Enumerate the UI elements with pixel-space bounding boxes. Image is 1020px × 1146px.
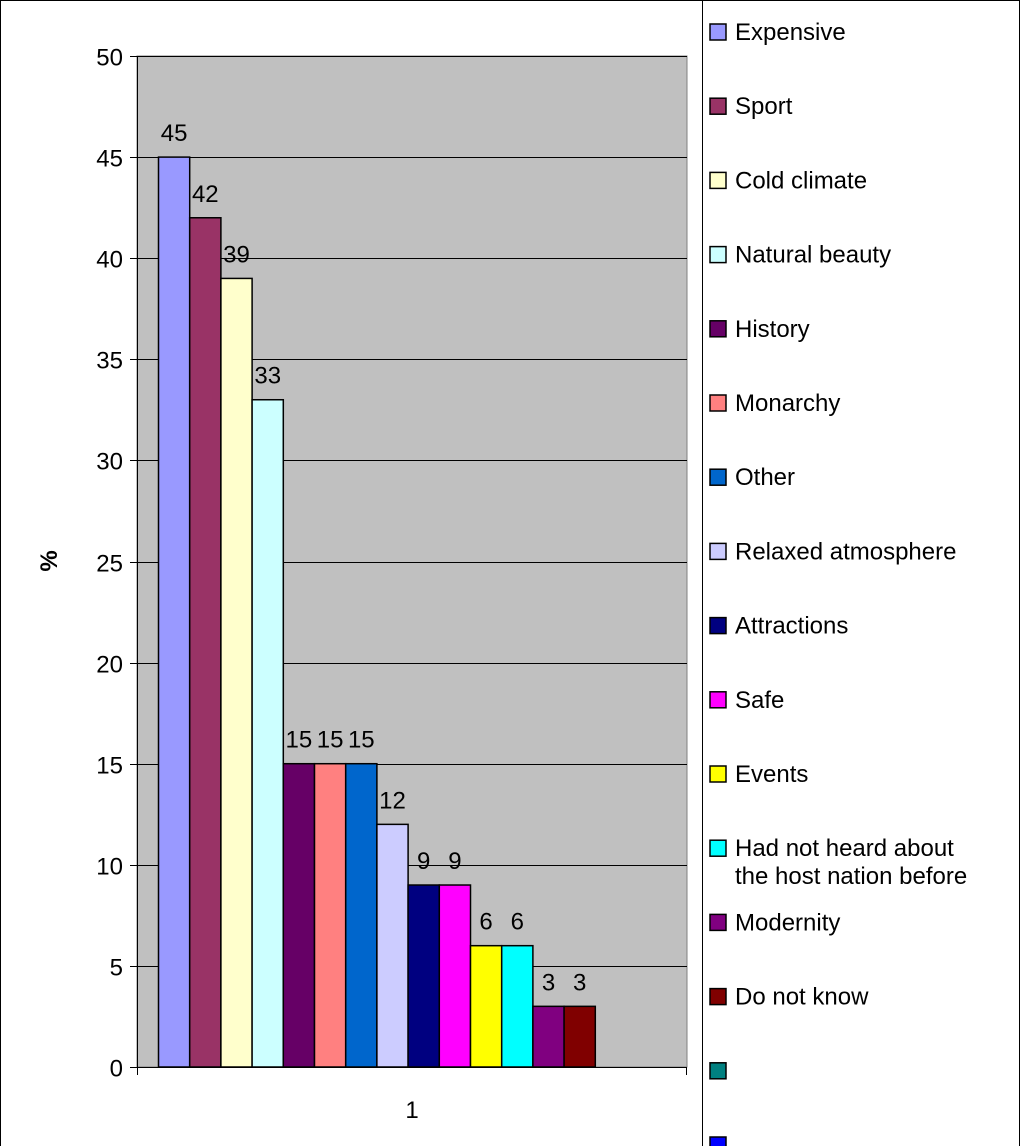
bar xyxy=(438,884,472,1068)
legend-label: Natural beauty xyxy=(735,242,891,269)
y-axis-title: % xyxy=(36,550,63,571)
bar xyxy=(157,156,191,1068)
legend-label: Monarchy xyxy=(735,390,840,417)
bar xyxy=(344,762,378,1068)
legend-label: Relaxed atmosphere xyxy=(735,538,956,565)
y-tick-label: 0 xyxy=(110,1056,123,1083)
bar xyxy=(188,217,222,1068)
legend-swatch xyxy=(709,616,727,635)
bar xyxy=(469,944,503,1068)
bar xyxy=(407,884,441,1068)
legend-swatch xyxy=(709,23,727,41)
bar xyxy=(251,398,285,1068)
data-label: 12 xyxy=(379,787,406,814)
data-label: 9 xyxy=(448,848,461,875)
legend-swatch xyxy=(709,1062,727,1080)
data-label: 3 xyxy=(573,969,586,996)
data-label: 33 xyxy=(254,363,281,390)
data-label: 45 xyxy=(161,120,188,147)
legend-label: Had not heard about the host nation befor… xyxy=(735,835,967,890)
legend-swatch xyxy=(709,987,727,1006)
legend-label: History xyxy=(735,316,810,343)
data-label: 42 xyxy=(192,181,219,208)
data-label: 15 xyxy=(348,727,375,754)
legend-label: Expensive xyxy=(735,19,846,46)
legend-swatch xyxy=(709,320,727,338)
y-tick-label: 40 xyxy=(96,247,123,274)
bar xyxy=(532,1005,565,1068)
data-label: 39 xyxy=(223,241,250,268)
x-tick-label: 1 xyxy=(405,1097,418,1124)
legend-swatch xyxy=(709,245,727,264)
bar xyxy=(220,277,253,1068)
legend-label: Attractions xyxy=(735,613,848,640)
legend-swatch xyxy=(709,97,727,115)
y-tick-label: 20 xyxy=(96,652,123,679)
legend-swatch xyxy=(709,913,727,932)
legend-swatch xyxy=(709,171,727,190)
y-tick-label: 45 xyxy=(96,146,123,173)
legend-swatch xyxy=(709,839,727,857)
data-label: 15 xyxy=(317,727,344,754)
bar xyxy=(376,823,409,1068)
y-tick-label: 10 xyxy=(96,854,123,881)
y-tick-label: 30 xyxy=(96,449,123,476)
data-label: 15 xyxy=(286,727,313,754)
bar xyxy=(500,944,534,1068)
legend-label: Safe xyxy=(735,687,784,714)
data-label: 6 xyxy=(479,909,492,936)
data-label: 6 xyxy=(511,909,524,936)
legend-label: Other xyxy=(735,464,795,491)
legend-label: Cold climate xyxy=(735,167,867,194)
bar xyxy=(563,1005,597,1068)
data-label: 3 xyxy=(542,969,555,996)
bar xyxy=(313,762,347,1068)
legend-label: Sport xyxy=(735,93,793,120)
legend-swatch xyxy=(709,542,727,561)
y-tick-label: 25 xyxy=(96,551,123,578)
legend-swatch xyxy=(709,1136,727,1146)
y-tick-label: 50 xyxy=(96,45,123,72)
legend-label: Do not know xyxy=(735,984,869,1011)
bar xyxy=(282,762,316,1068)
y-tick-label: 15 xyxy=(96,753,123,780)
y-tick-label: 35 xyxy=(96,348,123,375)
legend-label: Events xyxy=(735,761,808,788)
data-label: 9 xyxy=(417,848,430,875)
legend-swatch xyxy=(709,468,727,486)
legend-swatch xyxy=(709,691,727,709)
y-tick-label: 5 xyxy=(110,955,123,982)
legend-label: Modernity xyxy=(735,909,840,936)
legend-swatch xyxy=(709,394,727,412)
legend-swatch xyxy=(709,765,727,783)
